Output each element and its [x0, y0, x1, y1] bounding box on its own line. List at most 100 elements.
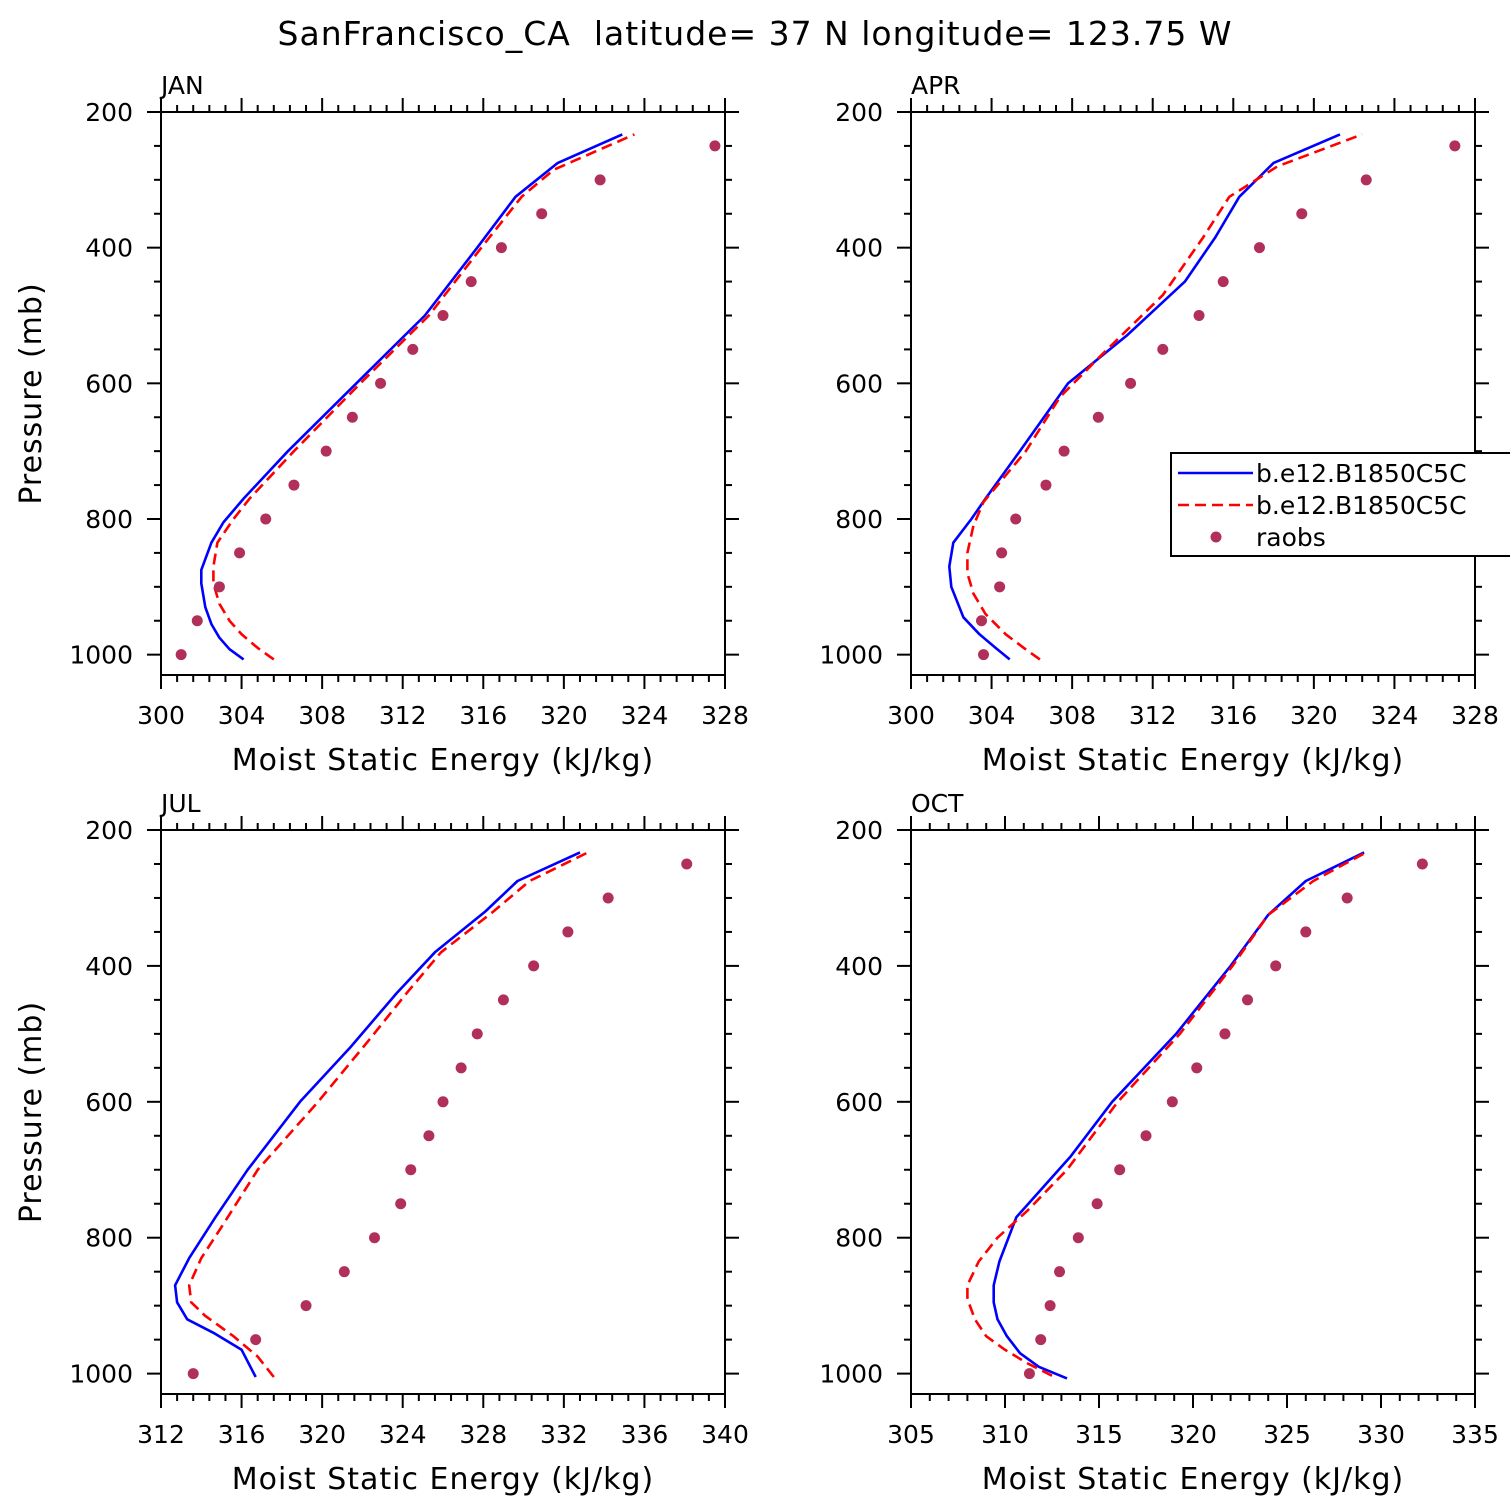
x-tick-label: 316	[218, 1420, 266, 1449]
raobs-point	[320, 445, 332, 457]
raobs-point	[978, 649, 990, 661]
x-tick-label: 332	[540, 1420, 588, 1449]
x-tick-label: 316	[1209, 701, 1257, 730]
y-tick-label: 400	[85, 952, 133, 981]
plot-frame	[160, 111, 726, 676]
raobs-point	[187, 1368, 199, 1380]
raobs-point	[1191, 1062, 1203, 1074]
x-tick-label: 312	[137, 1420, 185, 1449]
raobs-point	[1114, 1164, 1126, 1176]
series-line-solid	[173, 851, 581, 1378]
x-tick-label: 335	[1451, 1420, 1499, 1449]
plot-area	[175, 133, 721, 661]
y-tick-label: 400	[835, 952, 883, 981]
raobs-point	[594, 174, 606, 186]
legend-label: raobs	[1256, 523, 1326, 552]
raobs-point	[423, 1130, 435, 1142]
x-tick-label: 328	[459, 1420, 507, 1449]
x-tick-label: 308	[298, 701, 346, 730]
x-tick-label: 308	[1048, 701, 1096, 730]
plot-area	[966, 851, 1428, 1380]
raobs-point	[681, 858, 693, 870]
raobs-point	[369, 1232, 381, 1244]
raobs-point	[1242, 994, 1254, 1006]
raobs-point	[1054, 1266, 1066, 1278]
x-tick-label: 336	[621, 1420, 669, 1449]
x-tick-label: 310	[981, 1420, 1029, 1449]
panel-oct: OCT 305 310 315 320 325 330 335 200 400 600 800 1000…	[819, 789, 1498, 1497]
raobs-point	[375, 377, 387, 389]
figure-title: SanFrancisco_CA latitude= 37 N longitude…	[278, 14, 1233, 53]
x-tick-label: 328	[1451, 701, 1499, 730]
x-axis-label: Moist Static Energy (kJ/kg)	[982, 1462, 1405, 1497]
raobs-point	[528, 960, 540, 972]
y-tick-label: 400	[85, 234, 133, 263]
y-tick-label: 200	[85, 98, 133, 127]
x-tick-label: 320	[1169, 1420, 1217, 1449]
raobs-point	[1219, 1028, 1231, 1040]
legend-label: b.e12.B1850C5C	[1256, 491, 1467, 520]
y-tick-label: 800	[85, 505, 133, 534]
raobs-point	[1140, 1130, 1152, 1142]
plot-area	[173, 851, 693, 1380]
x-tick-label: 300	[137, 701, 185, 730]
y-tick-label: 1000	[819, 1360, 883, 1389]
legend-box	[1170, 452, 1510, 557]
raobs-point	[191, 615, 203, 627]
x-tick-label: 316	[459, 701, 507, 730]
raobs-point	[709, 140, 721, 152]
legend-label: b.e12.B1850C5C	[1256, 459, 1467, 488]
raobs-point	[1217, 276, 1229, 288]
y-tick-label: 600	[835, 369, 883, 398]
raobs-point	[1023, 1368, 1035, 1380]
raobs-point	[260, 513, 272, 525]
y-tick-label: 800	[85, 1224, 133, 1253]
raobs-point	[497, 994, 509, 1006]
y-tick-label: 800	[835, 1224, 883, 1253]
chart-panels: JAN 300 304 308 312 316 320 324 328 200 400 600 800 1…	[14, 71, 1499, 1497]
panel-jan: JAN 300 304 308 312 316 320 324 328 200 400 600 800 1…	[14, 71, 749, 778]
x-axis-label: Moist Static Energy (kJ/kg)	[232, 1462, 655, 1497]
raobs-point	[250, 1334, 262, 1346]
raobs-point	[455, 1062, 467, 1074]
y-axis-label: Pressure (mb)	[14, 1001, 49, 1223]
y-tick-label: 800	[835, 505, 883, 534]
y-tick-label: 600	[835, 1088, 883, 1117]
y-tick-label: 200	[85, 816, 133, 845]
y-tick-label: 600	[85, 369, 133, 398]
raobs-point	[1193, 309, 1205, 321]
raobs-point	[562, 926, 574, 938]
y-tick-label: 1000	[69, 1360, 133, 1389]
raobs-point	[1166, 1096, 1178, 1108]
raobs-point	[1341, 892, 1353, 904]
raobs-point	[1157, 343, 1169, 355]
raobs-point	[213, 581, 225, 593]
x-tick-label: 320	[540, 701, 588, 730]
raobs-point	[994, 581, 1006, 593]
y-tick-label: 1000	[819, 641, 883, 670]
x-axis-label: Moist Static Energy (kJ/kg)	[232, 743, 655, 778]
raobs-point	[1072, 1232, 1084, 1244]
panel-label: APR	[911, 71, 961, 100]
x-tick-label: 324	[621, 701, 669, 730]
raobs-point	[1300, 926, 1312, 938]
y-tick-label: 200	[835, 816, 883, 845]
x-tick-label: 315	[1075, 1420, 1123, 1449]
raobs-point	[1270, 960, 1282, 972]
y-tick-label: 200	[835, 98, 883, 127]
x-tick-label: 312	[1129, 701, 1177, 730]
raobs-point	[346, 411, 358, 423]
plot-frame	[910, 111, 1476, 676]
raobs-point	[1296, 208, 1308, 220]
raobs-point	[175, 649, 187, 661]
x-tick-label: 304	[218, 701, 266, 730]
raobs-point	[437, 1096, 449, 1108]
raobs-point	[465, 276, 477, 288]
x-tick-label: 328	[701, 701, 749, 730]
series-line-solid	[948, 133, 1341, 661]
x-tick-label: 305	[887, 1420, 935, 1449]
series-line-dashed	[187, 851, 589, 1378]
raobs-point	[437, 309, 449, 321]
raobs-point	[288, 479, 300, 491]
